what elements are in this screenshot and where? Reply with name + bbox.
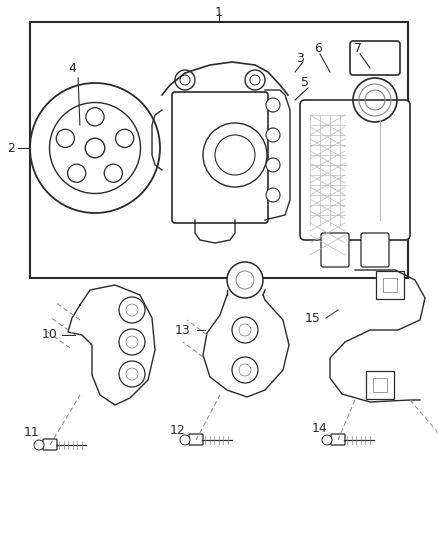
Circle shape [34,440,44,450]
Circle shape [266,158,280,172]
Circle shape [266,188,280,202]
Circle shape [126,304,138,316]
Text: 15: 15 [305,311,321,325]
Text: 6: 6 [314,42,322,54]
Bar [373,378,387,392]
Circle shape [30,83,160,213]
Text: 5: 5 [301,76,309,88]
Circle shape [239,364,251,376]
Circle shape [119,297,145,323]
Circle shape [85,138,105,158]
Circle shape [266,98,280,112]
Text: 2: 2 [7,141,15,155]
Text: 1: 1 [215,5,223,19]
Text: 7: 7 [354,42,362,54]
Circle shape [116,130,134,148]
FancyBboxPatch shape [189,434,203,445]
Circle shape [203,123,267,187]
Text: 11: 11 [24,425,40,439]
Circle shape [175,70,195,90]
Circle shape [67,164,86,182]
Circle shape [126,368,138,380]
FancyBboxPatch shape [172,92,268,223]
Circle shape [322,435,332,445]
Circle shape [215,135,255,175]
FancyBboxPatch shape [321,233,349,267]
Text: 12: 12 [170,424,186,437]
FancyBboxPatch shape [361,233,389,267]
Text: 13: 13 [175,324,191,336]
FancyBboxPatch shape [300,100,410,240]
Text: 10: 10 [42,328,58,342]
Circle shape [180,75,190,85]
FancyBboxPatch shape [43,439,57,450]
Bar [30,22,408,278]
Circle shape [227,262,263,298]
FancyBboxPatch shape [331,434,345,445]
Bar [383,278,397,292]
Text: 3: 3 [296,52,304,64]
Circle shape [119,329,145,355]
Circle shape [56,130,74,148]
Circle shape [232,357,258,383]
Bar [376,271,404,299]
Bar [366,371,394,399]
Circle shape [250,75,260,85]
Circle shape [245,70,265,90]
Circle shape [126,336,138,348]
Circle shape [239,324,251,336]
Text: 4: 4 [68,61,76,75]
Circle shape [119,361,145,387]
FancyBboxPatch shape [350,41,400,75]
Circle shape [104,164,123,182]
Circle shape [49,102,141,193]
Circle shape [266,128,280,142]
Text: 14: 14 [312,422,328,434]
Circle shape [236,271,254,289]
Circle shape [86,108,104,126]
Circle shape [232,317,258,343]
Circle shape [180,435,190,445]
